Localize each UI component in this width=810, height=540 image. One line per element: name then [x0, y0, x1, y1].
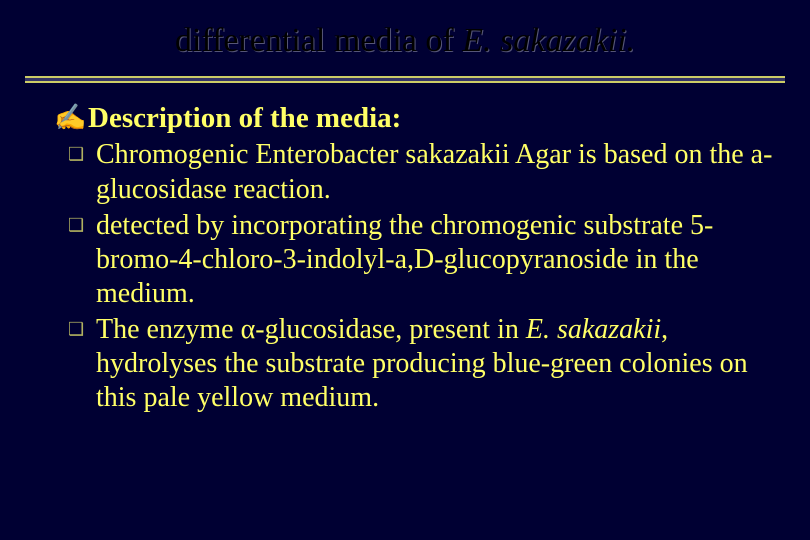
list-item: ❑ detected by incorporating the chromoge… — [54, 209, 774, 311]
list-item: ❑ Chromogenic Enterobacter sakazakii Aga… — [54, 138, 774, 206]
title-plain: differential media of — [175, 22, 462, 59]
content-area: ✍ Description of the media: ❑ Chromogeni… — [0, 83, 810, 416]
item-text: The enzyme α-glucosidase, present in E. … — [96, 313, 774, 415]
item3-a: The enzyme α-glucosidase, present in — [96, 314, 526, 345]
heading-row: ✍ Description of the media: — [54, 101, 774, 136]
heading-text: Description of the media: — [88, 101, 401, 136]
title-italic: E. sakazakii. — [462, 22, 635, 59]
item-text: detected by incorporating the chromogeni… — [96, 209, 774, 311]
divider-rule — [25, 76, 785, 83]
slide-title: differential media of E. sakazakii. — [0, 22, 810, 60]
list-item: ❑ The enzyme α-glucosidase, present in E… — [54, 313, 774, 415]
box-icon: ❑ — [68, 209, 96, 237]
box-icon: ❑ — [68, 138, 96, 166]
title-area: differential media of E. sakazakii. — [0, 0, 810, 70]
item-text: Chromogenic Enterobacter sakazakii Agar … — [96, 138, 774, 206]
item3-italic: E. sakazakii — [526, 314, 661, 345]
box-icon: ❑ — [68, 313, 96, 341]
hand-icon: ✍ — [54, 101, 88, 135]
slide: differential media of E. sakazakii. ✍ De… — [0, 0, 810, 540]
